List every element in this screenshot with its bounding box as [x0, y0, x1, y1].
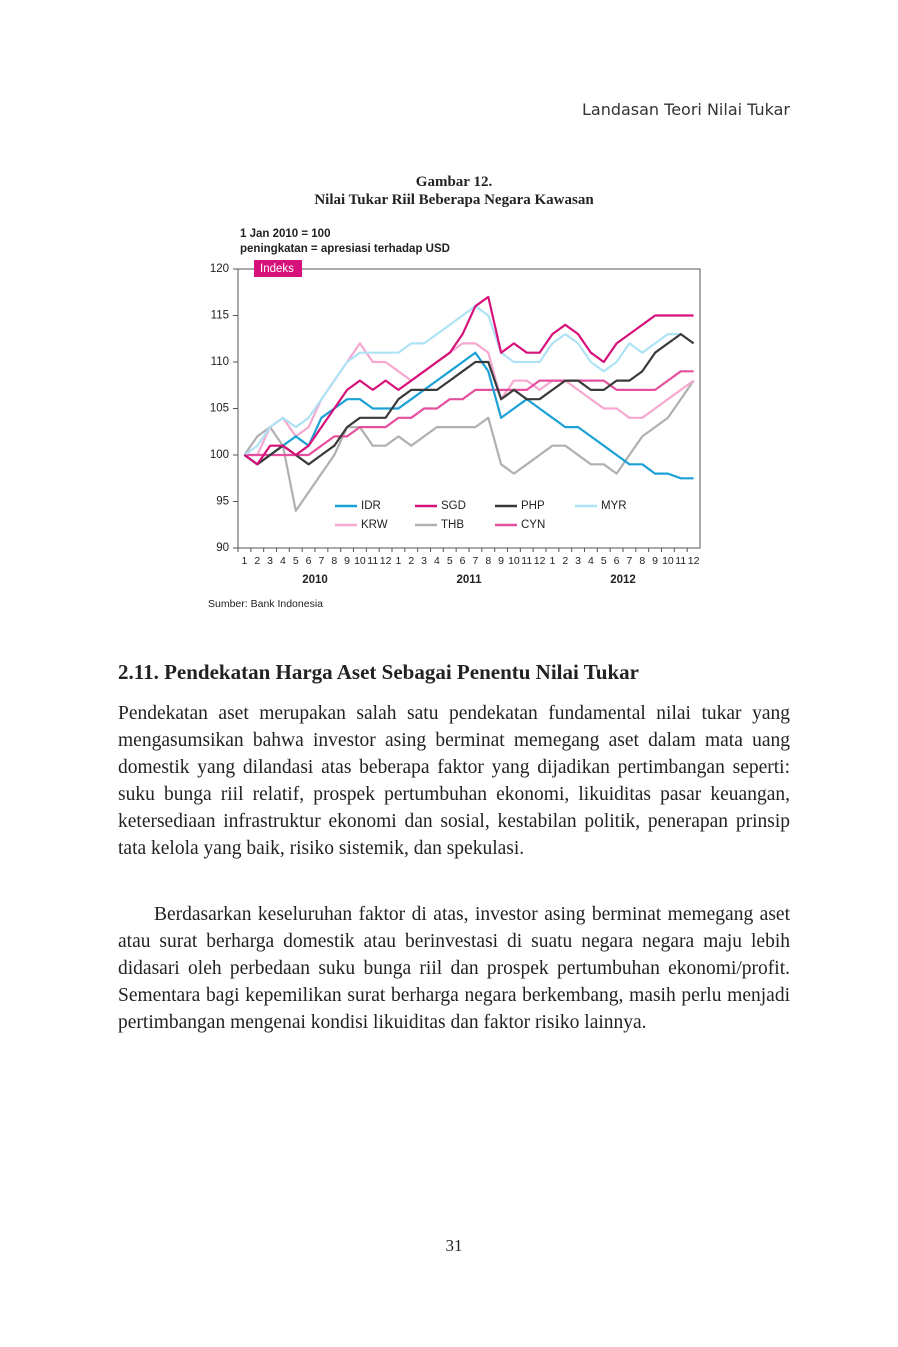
series-line	[243, 333, 695, 466]
figure-source: Sumber: Bank Indonesia	[208, 598, 323, 610]
x-tick-label: 2	[562, 555, 568, 567]
x-tick-label: 10	[354, 555, 366, 567]
chart-note: peningkatan = apresiasi terhadap USD	[240, 243, 450, 255]
x-tick-label: 9	[498, 555, 504, 567]
x-tick-label: 1	[241, 555, 247, 567]
x-tick-label: 9	[652, 555, 658, 567]
y-tick-label: 115	[211, 310, 229, 322]
x-tick-label: 5	[293, 555, 299, 567]
x-tick-label: 9	[344, 555, 350, 567]
x-tick-label: 7	[318, 555, 324, 567]
legend-label: SGD	[441, 500, 466, 512]
x-tick-label: 3	[267, 555, 273, 567]
series-line	[243, 295, 694, 466]
legend-label: CYN	[521, 519, 545, 531]
x-tick-label: 12	[534, 555, 546, 567]
y-axis-label: Indeks	[260, 263, 294, 275]
x-tick-label: 5	[601, 555, 607, 567]
y-tick-label: 95	[216, 496, 229, 508]
x-tick-label: 12	[688, 555, 700, 567]
x-group-label: 2011	[457, 574, 483, 586]
figure-number: Gambar 12.	[415, 174, 493, 190]
x-group-label: 2012	[610, 574, 636, 586]
legend-label: IDR	[361, 500, 381, 512]
paragraph: Pendekatan aset merupakan salah satu pen…	[118, 703, 790, 859]
x-tick-label: 10	[662, 555, 674, 567]
x-tick-label: 1	[395, 555, 401, 567]
x-tick-label: 7	[626, 555, 632, 567]
x-tick-label: 5	[447, 555, 453, 567]
y-label-box	[254, 260, 302, 277]
series-line	[243, 351, 694, 480]
x-tick-label: 6	[460, 555, 466, 567]
series-line	[243, 305, 695, 456]
x-tick-label: 8	[485, 555, 491, 567]
x-tick-label: 6	[614, 555, 620, 567]
legend-label: PHP	[521, 500, 545, 512]
legend-label: MYR	[601, 500, 627, 512]
x-tick-label: 11	[675, 555, 686, 567]
x-tick-label: 2	[408, 555, 414, 567]
chart: 1 Jan 2010 = 100 peningkatan = apresiasi…	[208, 228, 701, 610]
series-line	[243, 379, 695, 512]
x-tick-label: 12	[380, 555, 392, 567]
legend-label: THB	[441, 519, 464, 531]
paragraph: Berdasarkan keseluruhan faktor di atas, …	[118, 904, 790, 1033]
y-tick-label: 90	[216, 542, 229, 554]
y-tick-label: 120	[210, 263, 229, 275]
series-line	[244, 370, 694, 457]
y-tick-label: 110	[211, 356, 229, 368]
x-tick-label: 11	[367, 555, 378, 567]
x-tick-label: 4	[588, 555, 594, 567]
x-group-label: 2010	[302, 574, 328, 586]
x-tick-label: 3	[575, 555, 581, 567]
y-tick-label: 100	[210, 449, 229, 461]
x-tick-label: 7	[472, 555, 478, 567]
section-heading: 2.11. Pendekatan Harga Aset Sebagai Pene…	[118, 660, 639, 684]
x-tick-label: 6	[306, 555, 312, 567]
running-header: Landasan Teori Nilai Tukar	[581, 100, 790, 119]
legend-label: KRW	[361, 519, 388, 531]
x-tick-label: 8	[639, 555, 645, 567]
y-tick-label: 105	[210, 403, 229, 415]
x-tick-label: 4	[280, 555, 286, 567]
x-tick-label: 2	[254, 555, 260, 567]
x-tick-label: 3	[421, 555, 427, 567]
x-tick-label: 4	[434, 555, 440, 567]
x-tick-label: 1	[549, 555, 555, 567]
x-tick-label: 11	[521, 555, 532, 567]
x-tick-label: 10	[508, 555, 520, 567]
page-number: 31	[445, 1236, 463, 1255]
chart-note: 1 Jan 2010 = 100	[240, 228, 330, 240]
x-tick-label: 8	[331, 555, 337, 567]
figure-title: Nilai Tukar Riil Beberapa Negara Kawasan	[314, 192, 594, 208]
